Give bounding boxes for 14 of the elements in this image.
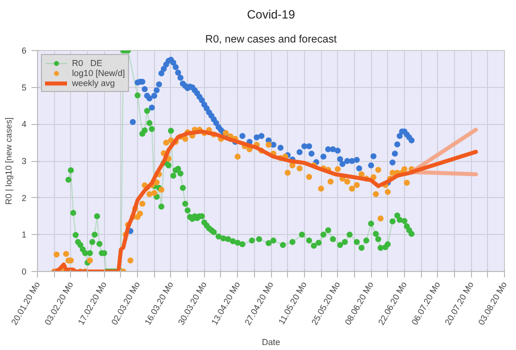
y-tick-label: 3: [22, 156, 27, 166]
x-axis-title: Date: [262, 337, 280, 348]
y-tick-label: 0: [22, 266, 27, 276]
y-tick-label: 5: [22, 82, 27, 92]
chart-title: Covid-19: [246, 8, 296, 22]
legend-label: log10 [New/d]: [72, 68, 125, 78]
chart-subtitle: R0, new cases and forecast: [205, 34, 337, 46]
y-axis-title: R0 | log10 [new cases]: [4, 117, 14, 205]
y-tick-label: 6: [22, 46, 27, 56]
y-tick-label: 1: [22, 230, 27, 240]
legend-label: R0 DE: [72, 58, 102, 68]
y-tick-label: 4: [22, 119, 27, 130]
legend-label: weekly avg: [72, 78, 115, 88]
y-tick-label: 2: [22, 192, 27, 203]
